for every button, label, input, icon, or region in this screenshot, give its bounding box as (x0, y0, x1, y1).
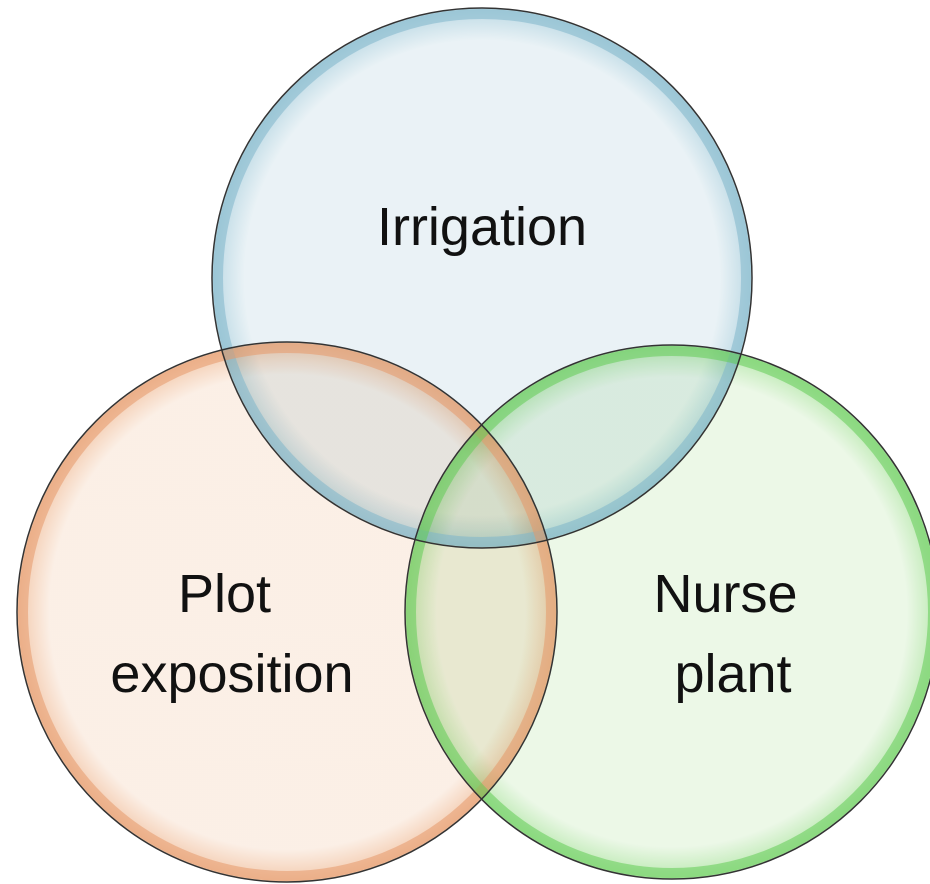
ring-irrigation (213, 9, 751, 547)
edge-plot-exposition (16, 341, 558, 883)
node-label: Nurse plant (653, 564, 812, 704)
ring-plot-exposition (18, 343, 556, 881)
label-line: plant (674, 644, 791, 704)
node-label: Plot exposition (110, 564, 353, 704)
circles (17, 8, 930, 882)
label-line: Plot (178, 564, 271, 624)
label-line: Irrigation (377, 197, 587, 257)
edge-nurse-plant (404, 344, 930, 880)
node-label: Irrigation (377, 197, 587, 257)
label-line: exposition (110, 644, 353, 704)
circle-plot-exposition (17, 342, 557, 882)
label-line: Nurse (653, 564, 797, 624)
edge-irrigation (211, 7, 753, 549)
ring-nurse-plant (406, 346, 930, 878)
circle-nurse-plant (405, 345, 930, 879)
